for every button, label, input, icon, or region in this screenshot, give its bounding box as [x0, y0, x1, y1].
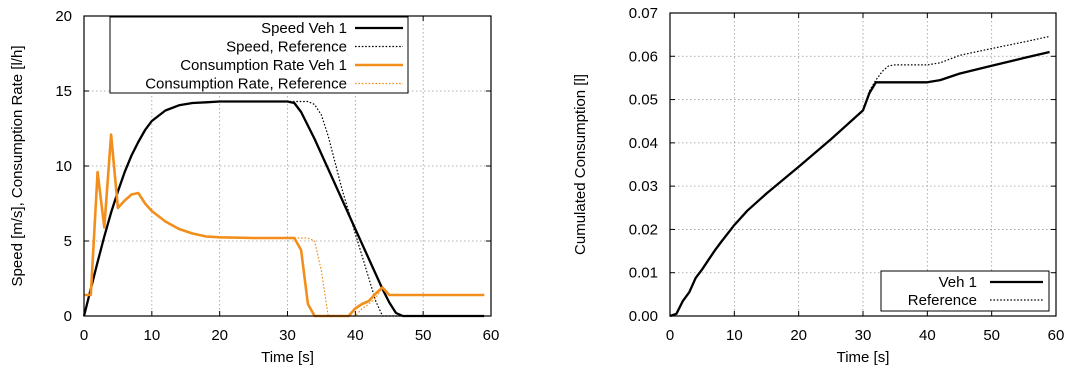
plot-frame [83, 15, 492, 317]
y-tick-label: 0.04 [629, 135, 658, 152]
y-tick-label: 0 [64, 308, 72, 325]
y-axis-label: Cumulated Consumption [l] [572, 74, 589, 255]
y-tick-label: 0.07 [629, 5, 658, 22]
legend-label: Veh 1 [939, 274, 977, 291]
x-tick-label: 60 [1048, 327, 1065, 344]
legend-label: Consumption Rate, Reference [145, 76, 347, 93]
x-tick-label: 0 [666, 327, 674, 344]
legend-box [109, 16, 409, 94]
legend-label: Reference [908, 292, 977, 309]
legend-box [880, 270, 1050, 312]
x-tick-label: 20 [211, 327, 228, 344]
x-tick-label: 60 [483, 327, 500, 344]
y-tick-label: 15 [55, 83, 72, 100]
x-tick-label: 10 [726, 327, 743, 344]
chart-1: 0 10 20 30 40 50 60 0 5 10 15 20 Time [s] Speed [m/s]… [9, 8, 499, 366]
legend-label: Speed Veh 1 [261, 20, 347, 37]
x-tick-label: 40 [347, 327, 364, 344]
y-tick-label: 0.02 [629, 221, 658, 238]
legend-label: Speed, Reference [226, 39, 347, 56]
series-line-4 [84, 133, 485, 317]
series-line-2 [83, 100, 485, 317]
x-tick-label: 50 [415, 327, 432, 344]
y-tick-label: 0.05 [629, 92, 658, 109]
plot-frame [669, 12, 1057, 317]
x-tick-label: 30 [855, 327, 872, 344]
y-tick-label: 20 [55, 8, 72, 25]
series-line-2 [669, 35, 1050, 317]
x-tick-label: 10 [143, 327, 160, 344]
x-axis-label: Time [s] [261, 349, 314, 366]
series-line-3 [84, 133, 485, 318]
y-tick-label: 10 [55, 158, 72, 175]
x-tick-label: 20 [790, 327, 807, 344]
y-tick-label: 0.00 [629, 308, 658, 325]
y-tick-label: 0.06 [629, 48, 658, 65]
x-axis-label: Time [s] [837, 349, 890, 366]
x-tick-label: 40 [919, 327, 936, 344]
series-line-1 [82, 100, 485, 318]
x-tick-label: 30 [279, 327, 296, 344]
y-axis-label: Speed [m/s], Consumption Rate [l/h] [9, 46, 26, 287]
y-tick-label: 0.01 [629, 265, 658, 282]
y-tick-label: 5 [64, 233, 72, 250]
x-tick-label: 0 [80, 327, 88, 344]
chart-2: 0 10 20 30 40 50 60 0.00 0.01 0.02 0.03 0.04 0.05 0.0… [572, 5, 1064, 366]
legend-label: Consumption Rate Veh 1 [180, 57, 347, 74]
x-tick-label: 50 [983, 327, 1000, 344]
y-tick-label: 0.03 [629, 178, 658, 195]
